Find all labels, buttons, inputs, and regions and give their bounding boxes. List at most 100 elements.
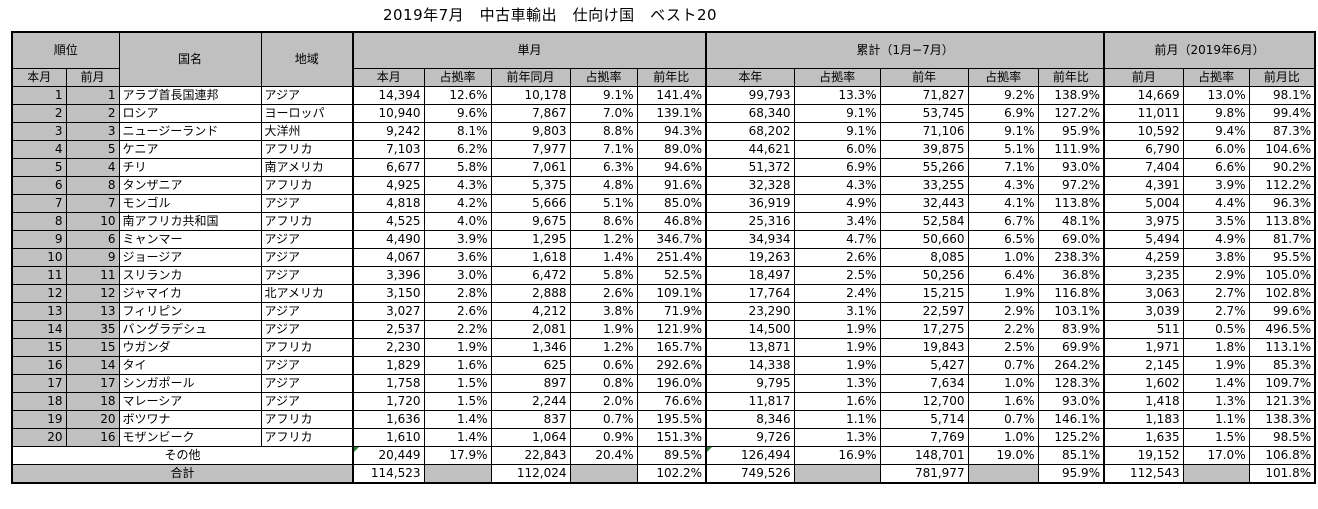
cumulative-prev-units: 5,714 xyxy=(879,409,969,429)
mom: 138.3% xyxy=(1248,409,1317,429)
prev-year-units: 625 xyxy=(490,355,571,375)
region: アジア xyxy=(260,85,354,105)
header-m: 本月 xyxy=(352,67,425,87)
country-name: マレーシア xyxy=(118,391,262,411)
header-monthly: 単月 xyxy=(352,31,707,69)
country-name: モンゴル xyxy=(118,193,262,213)
rank-last-month: 4 xyxy=(65,157,120,177)
region: アジア xyxy=(260,301,354,321)
monthly-share: 2.6% xyxy=(423,301,492,321)
prev-year-units: 7,977 xyxy=(490,139,571,159)
cumulative-units: 8,346 xyxy=(705,409,795,429)
cumulative-yoy: 116.8% xyxy=(1037,283,1105,303)
header-cps: 占拠率 xyxy=(967,67,1039,87)
prev-year-units: 7,061 xyxy=(490,157,571,177)
cumulative-yoy: 69.0% xyxy=(1037,229,1105,249)
rank-last-month: 9 xyxy=(65,247,120,267)
mom: 98.5% xyxy=(1248,427,1317,447)
rank-last-month: 5 xyxy=(65,139,120,159)
monthly-yoy: 46.8% xyxy=(636,211,707,231)
mom: 105.0% xyxy=(1248,265,1317,285)
prev-year-units: 5,375 xyxy=(490,175,571,195)
monthly-units: 3,396 xyxy=(352,265,425,285)
cumulative-share: 1.9% xyxy=(793,355,881,375)
monthly-yoy: 251.4% xyxy=(636,247,707,267)
cumulative-yoy: 128.3% xyxy=(1037,373,1105,393)
prev-year-share: 0.7% xyxy=(569,409,638,429)
cumulative-units: 17,764 xyxy=(705,283,795,303)
cumulative-prev-units: 12,700 xyxy=(879,391,969,411)
monthly-share: 3.0% xyxy=(423,265,492,285)
monthly-units: 4,925 xyxy=(352,175,425,195)
prev-month-units: 14,669 xyxy=(1103,85,1184,105)
table-row: 20 16 モザンビーク アフリカ 1,610 1.4% 1,064 0.9% 151.3% 9,… xyxy=(11,427,1317,447)
prev-year-units: 1,346 xyxy=(490,337,571,357)
prev-month-share: 1.3% xyxy=(1182,391,1250,411)
cumulative-yoy: 127.2% xyxy=(1037,103,1105,123)
prev-month-share: 3.9% xyxy=(1182,175,1250,195)
rank-last-month: 18 xyxy=(65,391,120,411)
rank-this-month: 11 xyxy=(11,265,67,285)
prev-month-share: 3.5% xyxy=(1182,211,1250,231)
prev-month-units: 1,635 xyxy=(1103,427,1184,447)
table-row: 3 3 ニュージーランド 大洋州 9,242 8.1% 9,803 8.8% 94.3% 68,2… xyxy=(11,121,1317,141)
prev-year-share: 1.2% xyxy=(569,337,638,357)
country-name: タンザニア xyxy=(118,175,262,195)
cumulative-share: 9.1% xyxy=(793,121,881,141)
cumulative-units: 18,497 xyxy=(705,265,795,285)
cumulative-prev-units: 5,427 xyxy=(879,355,969,375)
export-ranking-table: 順位 国名 地域 単月 累計（1月−7月） 前月（2019年6月） 本月 前月 … xyxy=(10,31,1317,484)
monthly-yoy: 165.7% xyxy=(636,337,707,357)
table-row: 2 2 ロシア ヨーロッパ 10,940 9.6% 7,867 7.0% 139.1% 68,34… xyxy=(11,103,1317,123)
rank-last-month: 35 xyxy=(65,319,120,339)
other-cumulative-units: 126,494 xyxy=(705,445,795,465)
rank-this-month: 8 xyxy=(11,211,67,231)
prev-year-share: 1.2% xyxy=(569,229,638,249)
country-name: モザンビーク xyxy=(118,427,262,447)
other-label: その他 xyxy=(10,445,354,465)
table-row: 18 18 マレーシア アジア 1,720 1.5% 2,244 2.0% 76.6% 11,81… xyxy=(11,391,1317,411)
cumulative-prev-share: 9.1% xyxy=(967,121,1039,141)
monthly-units: 7,103 xyxy=(352,139,425,159)
region: アフリカ xyxy=(260,139,354,159)
prev-month-units: 3,063 xyxy=(1103,283,1184,303)
country-name: 南アフリカ共和国 xyxy=(118,211,262,231)
cumulative-share: 3.1% xyxy=(793,301,881,321)
monthly-share: 6.2% xyxy=(423,139,492,159)
header-mom: 前月比 xyxy=(1248,67,1317,87)
monthly-units: 4,818 xyxy=(352,193,425,213)
cumulative-prev-units: 71,827 xyxy=(879,85,969,105)
prev-year-share: 0.8% xyxy=(569,373,638,393)
country-name: ジャマイカ xyxy=(118,283,262,303)
prev-month-share: 9.4% xyxy=(1182,121,1250,141)
country-name: シンガポール xyxy=(118,373,262,393)
rank-last-month: 16 xyxy=(65,427,120,447)
cumulative-yoy: 146.1% xyxy=(1037,409,1105,429)
cumulative-share: 1.1% xyxy=(793,409,881,429)
monthly-share: 4.2% xyxy=(423,193,492,213)
prev-year-share: 3.8% xyxy=(569,301,638,321)
monthly-units: 2,230 xyxy=(352,337,425,357)
monthly-units: 1,610 xyxy=(352,427,425,447)
mom: 99.6% xyxy=(1248,301,1317,321)
rank-this-month: 5 xyxy=(11,157,67,177)
monthly-share: 9.6% xyxy=(423,103,492,123)
prev-year-share: 1.4% xyxy=(569,247,638,267)
header-cyoy: 前年比 xyxy=(1037,67,1105,87)
other-prev-year-units: 22,843 xyxy=(490,445,571,465)
prev-year-units: 2,888 xyxy=(490,283,571,303)
mom: 121.3% xyxy=(1248,391,1317,411)
header-cumulative: 累計（1月−7月） xyxy=(705,31,1105,69)
mom: 109.7% xyxy=(1248,373,1317,393)
mom: 96.3% xyxy=(1248,193,1317,213)
cumulative-yoy: 264.2% xyxy=(1037,355,1105,375)
cumulative-units: 23,290 xyxy=(705,301,795,321)
monthly-units: 1,758 xyxy=(352,373,425,393)
region: アジア xyxy=(260,355,354,375)
rank-this-month: 3 xyxy=(11,121,67,141)
header-cy: 本年 xyxy=(705,67,795,87)
region: アジア xyxy=(260,193,354,213)
table-row: 4 5 ケニア アフリカ 7,103 6.2% 7,977 7.1% 89.0% 44,621 6.… xyxy=(11,139,1317,159)
other-cumulative-yoy: 85.1% xyxy=(1037,445,1105,465)
total-monthly-share-empty xyxy=(423,463,492,484)
